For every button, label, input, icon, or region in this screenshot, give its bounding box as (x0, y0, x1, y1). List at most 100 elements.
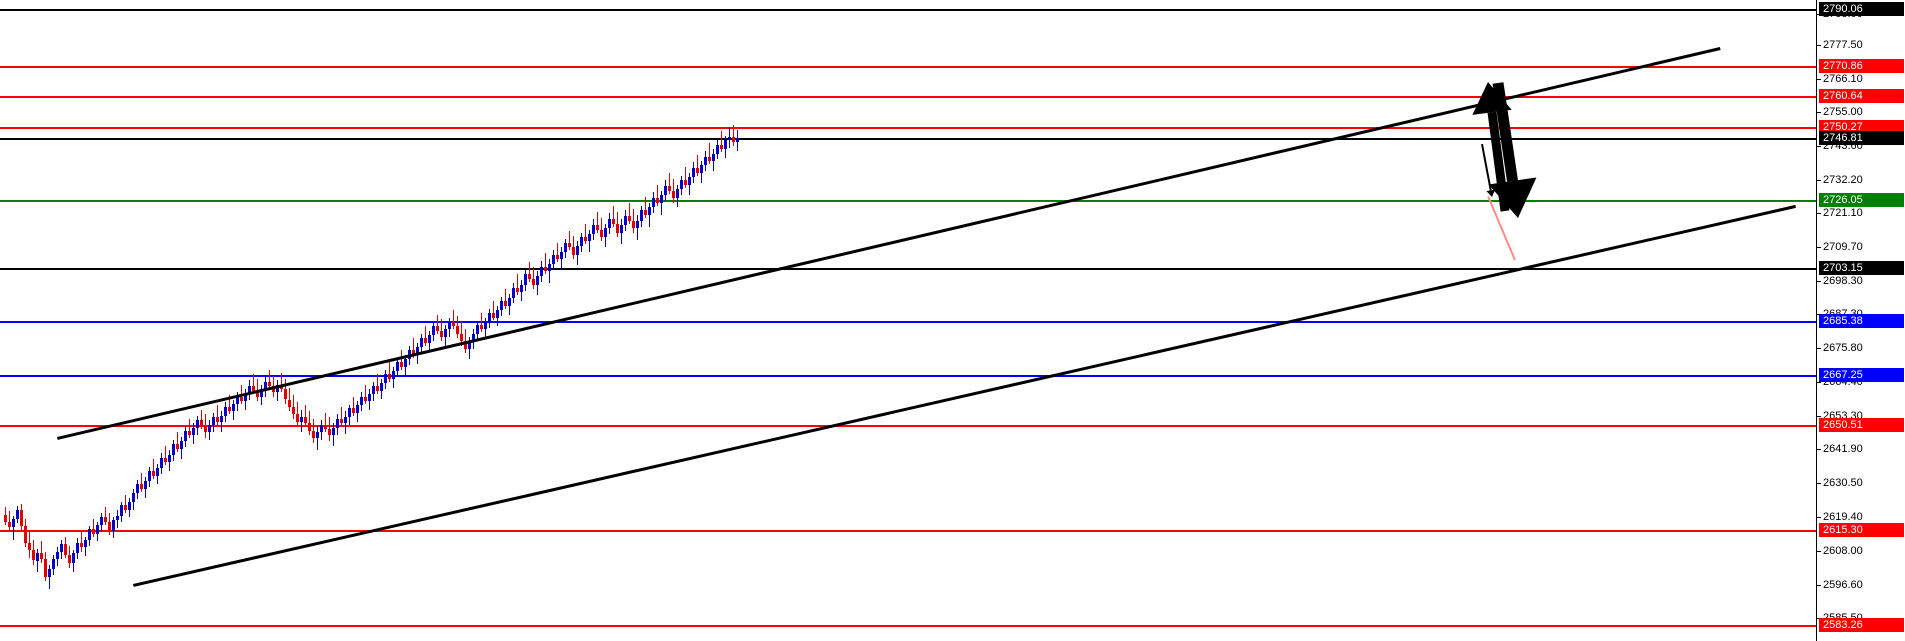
candle-body (288, 399, 291, 407)
candle-body (292, 406, 295, 415)
candle-body (452, 321, 455, 327)
candle-wick (189, 418, 190, 439)
price-level-line-2750-27[interactable] (0, 127, 1816, 129)
price-level-line-2760-64[interactable] (0, 96, 1816, 98)
candle-body (376, 386, 379, 391)
candle-body (700, 165, 703, 173)
price-level-badge-2615-30[interactable]: 2615.30 (1819, 523, 1904, 537)
tick-label: 2721.10 (1823, 207, 1863, 219)
candle-wick (425, 326, 426, 346)
candle-body (200, 420, 203, 425)
candle-body (464, 341, 467, 349)
candle-wick (241, 384, 242, 404)
candle-body (308, 423, 311, 431)
price-level-line-2770-86[interactable] (0, 66, 1816, 68)
candle-body (716, 144, 719, 154)
candle-body (668, 186, 671, 191)
candle-body (232, 403, 235, 412)
price-level-line-2726-05[interactable] (0, 200, 1816, 202)
candle-body (712, 153, 715, 161)
candle-body (676, 189, 679, 199)
candle-wick (201, 409, 202, 430)
price-level-line-2746-81[interactable] (0, 138, 1816, 140)
price-level-badge-2760-64[interactable]: 2760.64 (1819, 89, 1904, 103)
candle-body (636, 220, 639, 229)
candle-body (336, 418, 339, 428)
price-level-badge-2770-86[interactable]: 2770.86 (1819, 59, 1904, 73)
candle-wick (377, 374, 378, 394)
price-level-badge-2583-26[interactable]: 2583.26 (1819, 618, 1904, 632)
candle-body (244, 393, 247, 401)
candle-body (460, 333, 463, 342)
upper-channel-line[interactable] (57, 47, 1721, 440)
tick-label: 2596.60 (1823, 579, 1863, 591)
chart-plot-area[interactable] (0, 0, 1816, 641)
candle-wick (305, 405, 306, 425)
candle-wick (493, 301, 494, 321)
candle-body (612, 219, 615, 224)
candle-body (432, 326, 435, 336)
price-level-badge-2703-15[interactable]: 2703.15 (1819, 261, 1904, 275)
candle-wick (549, 259, 550, 284)
candle-body (564, 242, 567, 252)
candle-body (296, 414, 299, 422)
price-level-line-2615-30[interactable] (0, 530, 1816, 532)
price-level-badge-2650-51[interactable]: 2650.51 (1819, 418, 1904, 432)
candle-wick (257, 378, 258, 401)
thin-down-arrow-shaft (1481, 143, 1492, 191)
candle-body (144, 481, 147, 489)
price-level-line-2790-06[interactable] (0, 9, 1816, 11)
candle-wick (325, 412, 326, 433)
price-level-badge-2746-81[interactable]: 2746.81 (1819, 131, 1904, 145)
candle-body (192, 427, 195, 436)
candle-wick (645, 196, 646, 218)
candle-body (212, 417, 215, 425)
price-level-badge-2667-25[interactable]: 2667.25 (1819, 368, 1904, 382)
price-axis[interactable]: 2788.002777.502766.102755.002743.602732.… (1816, 0, 1905, 641)
candle-body (208, 424, 211, 433)
candle-body (344, 417, 347, 424)
candle-wick (517, 274, 518, 296)
pink-projection[interactable] (1487, 196, 1516, 261)
price-level-badge-2685-38[interactable]: 2685.38 (1819, 314, 1904, 328)
candle-wick (105, 506, 106, 525)
price-level-line-2667-25[interactable] (0, 375, 1816, 377)
candle-wick (217, 405, 218, 425)
tick-dash (1817, 112, 1821, 113)
candle-body (32, 550, 35, 561)
candle-body (524, 274, 527, 285)
candle-body (260, 389, 263, 397)
tick-dash (1817, 483, 1821, 484)
candle-body (24, 526, 27, 543)
candle-wick (585, 223, 586, 245)
candle-body (100, 517, 103, 525)
price-level-badge-2726-05[interactable]: 2726.05 (1819, 193, 1904, 207)
price-level-badge-2790-06[interactable]: 2790.06 (1819, 2, 1904, 16)
candle-body (672, 190, 675, 199)
candle-body (52, 559, 55, 570)
candle-body (320, 424, 323, 433)
candle-body (224, 406, 227, 416)
candle-body (188, 430, 191, 436)
candle-wick (721, 131, 722, 153)
candle-wick (49, 564, 50, 589)
price-level-line-2685-38[interactable] (0, 321, 1816, 323)
candle-body (4, 515, 7, 522)
price-level-badge-2750-27[interactable]: 2750.27 (1819, 120, 1904, 134)
candle-body (388, 374, 391, 379)
candle-body (164, 457, 167, 463)
candle-body (400, 362, 403, 367)
price-level-line-2703-15[interactable] (0, 268, 1816, 270)
candle-body (688, 177, 691, 185)
candle-body (728, 137, 731, 141)
price-level-line-2583-26[interactable] (0, 625, 1816, 627)
tick-dash (1817, 45, 1821, 46)
candle-wick (413, 338, 414, 358)
candle-body (40, 553, 43, 559)
candle-body (484, 321, 487, 330)
candle-body (628, 216, 631, 221)
price-level-line-2650-51[interactable] (0, 425, 1816, 427)
candle-body (624, 216, 627, 226)
candle-wick (81, 530, 82, 552)
candle-body (80, 542, 83, 548)
